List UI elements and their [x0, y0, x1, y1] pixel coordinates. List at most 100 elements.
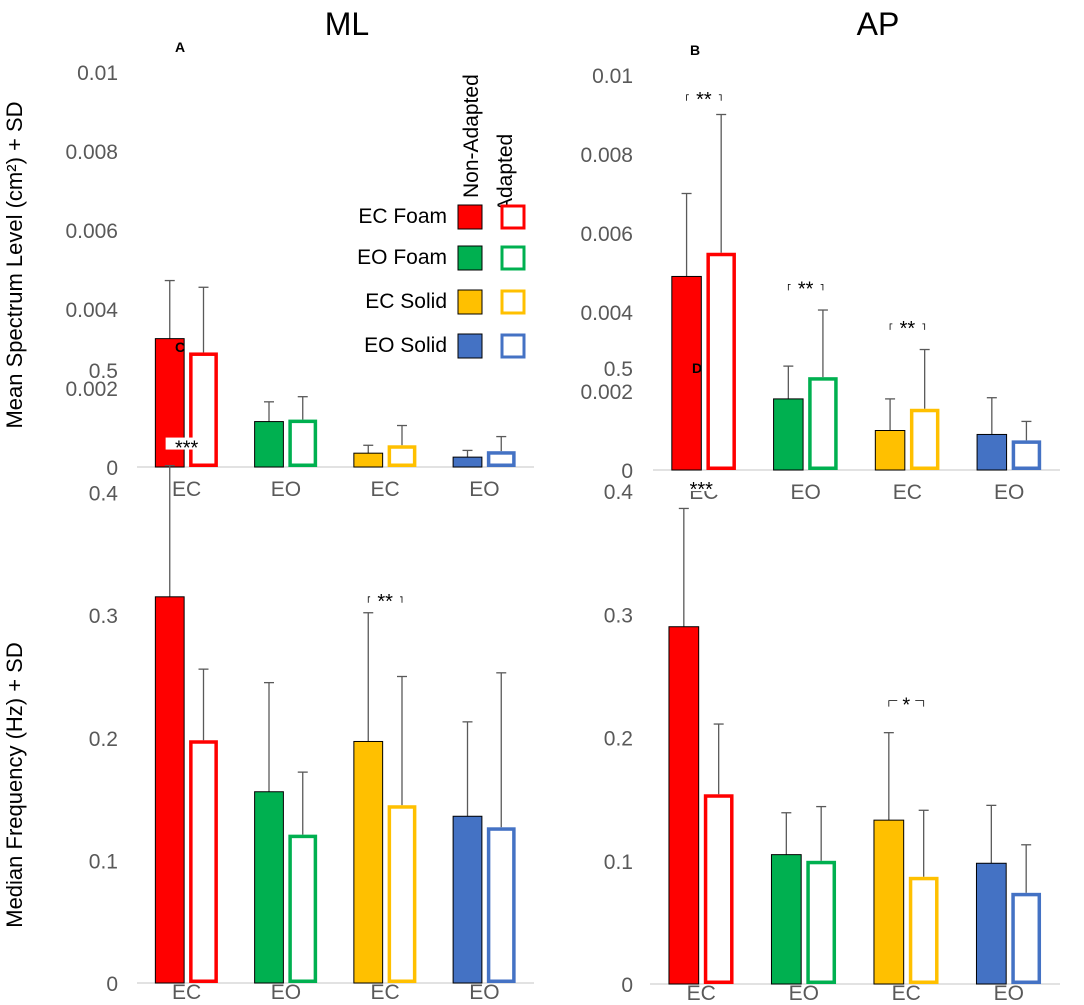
- y-tick-label: 0.5: [604, 358, 633, 381]
- category-label: EC: [892, 982, 921, 1005]
- bar-adapted: [706, 252, 736, 470]
- significance-label: **: [798, 278, 814, 300]
- y-tick-label: 0.002: [65, 378, 118, 401]
- significance-marker: **: [787, 278, 824, 300]
- category-label: EC: [371, 478, 400, 501]
- bar-adapted: [387, 805, 417, 983]
- legend-row: EC Solid: [365, 289, 526, 315]
- bar-non-adapted: [154, 596, 185, 984]
- bar-non-adapted: [671, 275, 702, 471]
- category-label: EO: [469, 981, 499, 1004]
- significance-label: ***: [175, 438, 199, 460]
- category-label: EO: [790, 481, 820, 504]
- bar-non-adapted: [353, 452, 384, 468]
- bar-non-adapted: [770, 854, 802, 985]
- category-label: EO: [271, 981, 301, 1004]
- significance-label-bg: [892, 317, 923, 330]
- bar-non-adapted: [773, 398, 804, 471]
- category-label: EC: [687, 982, 716, 1005]
- y-axis-label-bottom: Median Frequency (Hz) + SD: [2, 642, 27, 928]
- legend-label: EO Solid: [364, 334, 447, 357]
- y-tick-label: 0.2: [604, 728, 633, 751]
- panel-letter-d: D: [692, 360, 702, 376]
- category-label: EO: [994, 481, 1024, 504]
- legend-label: EC Foam: [358, 205, 447, 228]
- y-tick-label: 0: [621, 974, 633, 997]
- y-tick-label: 0: [621, 460, 633, 483]
- legend-head-adapted: Adapted: [494, 134, 517, 212]
- significance-label-bg: [165, 437, 208, 450]
- bar-non-adapted: [254, 791, 284, 984]
- panel-c: C00.10.20.30.40.5EC EO EC EO*****: [89, 339, 534, 1004]
- significance-label-bg: [897, 694, 916, 707]
- bar-adapted: [808, 377, 838, 470]
- significance-marker: **: [889, 317, 926, 340]
- category-label: EC: [172, 478, 201, 501]
- panel-a: A 0 0.002 0.004 0.006 0.008 0.01 EC EO EC EO: [65, 39, 534, 501]
- panel-letter-b: B: [690, 42, 700, 58]
- legend-swatch-adapted: [500, 204, 526, 230]
- significance-marker: *: [888, 694, 925, 717]
- significance-marker: ***: [165, 437, 208, 460]
- category-label: EC: [371, 981, 400, 1004]
- category-label: EC: [172, 981, 201, 1004]
- y-tick-label: 0.004: [65, 299, 118, 322]
- bar-non-adapted: [873, 819, 905, 985]
- legend-row: EC Foam: [358, 204, 526, 230]
- legend-swatch-non-adapted: [457, 289, 483, 315]
- panel-d: D00.10.20.30.40.5EC EO EC EO****: [604, 358, 1060, 1005]
- category-label: EC: [893, 481, 922, 504]
- y-tick-label: 0.008: [580, 144, 633, 167]
- bar-adapted: [486, 827, 516, 983]
- bar-non-adapted: [976, 433, 1008, 471]
- y-tick-label: 0.002: [580, 381, 633, 404]
- bar-adapted: [703, 794, 734, 984]
- legend-swatch-adapted: [500, 333, 526, 359]
- legend-swatch-non-adapted: [457, 333, 483, 359]
- category-label: EO: [271, 478, 301, 501]
- category-label: EO: [789, 982, 819, 1005]
- legend: Non-Adapted Adapted EC Foam EO Foam EC Sol…: [357, 74, 526, 359]
- significance-label: **: [377, 591, 393, 613]
- bar-non-adapted: [254, 421, 284, 468]
- significance-label: *: [902, 695, 910, 717]
- y-tick-label: 0.006: [65, 220, 118, 243]
- bar-adapted: [1011, 440, 1042, 470]
- significance-label: **: [900, 318, 916, 340]
- legend-swatch-adapted: [500, 245, 526, 271]
- bar-non-adapted: [353, 740, 384, 984]
- significance-label-bg: [680, 479, 723, 492]
- chart-panels: A 0 0.002 0.004 0.006 0.008 0.01 EC EO EC EO B 0 0.00…: [65, 39, 1060, 1005]
- legend-label: EO Foam: [357, 246, 447, 269]
- y-axis-label-top: Mean Spectrum Level (cm²) + SD: [2, 101, 27, 428]
- legend-swatch-non-adapted: [457, 245, 483, 271]
- bar-adapted: [806, 860, 837, 984]
- y-tick-label: 0.2: [89, 728, 118, 751]
- column-title-ap: AP: [857, 6, 900, 42]
- y-tick-label: 0: [106, 973, 118, 996]
- y-tick-label: 0.4: [89, 483, 119, 506]
- significance-label-bg: [790, 278, 821, 291]
- category-label: EO: [994, 982, 1024, 1005]
- panel-letter-c: C: [175, 339, 185, 355]
- y-tick-label: 0.006: [580, 223, 633, 246]
- y-tick-label: 0.1: [89, 850, 118, 873]
- category-label: EO: [469, 478, 499, 501]
- bar-adapted: [1011, 892, 1042, 984]
- y-tick-label: 0.01: [77, 62, 118, 85]
- legend-row: EO Foam: [357, 245, 526, 271]
- bar-non-adapted: [668, 626, 700, 985]
- bar-adapted: [486, 451, 516, 468]
- y-tick-label: 0.3: [89, 605, 118, 628]
- bar-adapted: [908, 876, 939, 984]
- legend-swatch-adapted: [500, 289, 526, 315]
- bar-adapted: [288, 419, 318, 468]
- significance-label-bg: [370, 590, 401, 603]
- significance-label: ***: [690, 479, 714, 501]
- y-tick-label: 0.004: [580, 302, 633, 325]
- bar-non-adapted: [452, 815, 483, 984]
- column-title-ml: ML: [325, 6, 369, 42]
- y-tick-label: 0.5: [89, 360, 118, 383]
